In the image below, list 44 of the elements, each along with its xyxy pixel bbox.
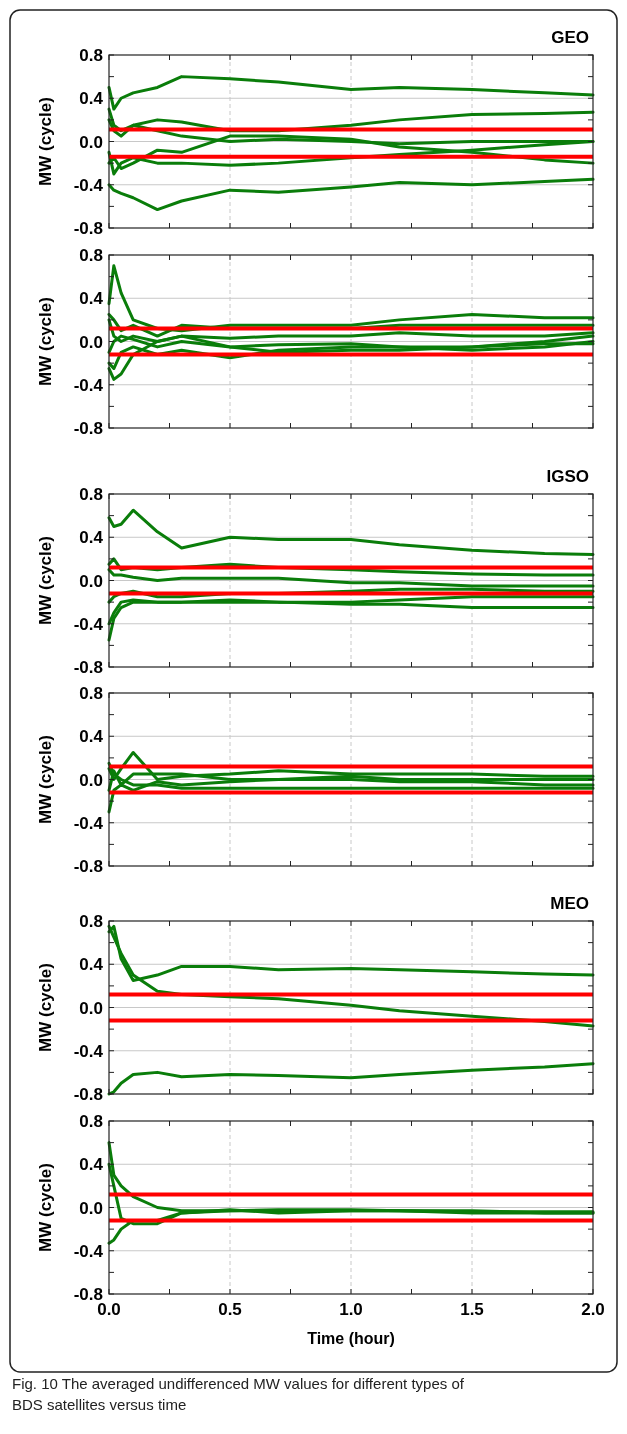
y-tick-label: 0.0: [79, 132, 103, 152]
y-tick-label: 0.0: [79, 998, 103, 1018]
caption: Fig. 10 The averaged undifferenced MW values for different types of BDS satellites versus time: [12, 1375, 465, 1413]
y-tick-label: 0.4: [79, 89, 104, 109]
y-axis-title: MW (cycle): [36, 735, 55, 824]
y-tick-label: 0.4: [79, 528, 104, 548]
y-axis-title: MW (cycle): [36, 1163, 55, 1252]
y-tick-label: 0.8: [79, 1112, 103, 1131]
y-axis-title: MW (cycle): [36, 536, 55, 625]
chart-title: MEO: [550, 894, 589, 913]
x-tick-label: 0.5: [218, 1300, 242, 1319]
y-tick-label: 0.8: [79, 46, 103, 65]
y-tick-label: -0.8: [73, 857, 103, 876]
y-tick-label: 0.4: [79, 289, 104, 309]
y-tick-label: -0.8: [73, 658, 103, 677]
y-tick-label: -0.8: [73, 1085, 103, 1104]
y-tick-label: -0.8: [73, 219, 103, 238]
y-tick-label: 0.4: [79, 955, 104, 975]
chart-title: IGSO: [546, 467, 589, 486]
y-tick-label: -0.4: [73, 175, 104, 195]
y-tick-label: -0.4: [73, 375, 104, 395]
y-tick-label: -0.4: [73, 813, 104, 833]
y-axis-title: MW (cycle): [36, 97, 55, 186]
y-tick-label: 0.0: [79, 770, 103, 790]
y-axis-title: MW (cycle): [36, 297, 55, 386]
y-tick-label: -0.4: [73, 1041, 104, 1061]
y-tick-label: 0.0: [79, 1198, 103, 1218]
y-tick-label: 0.4: [79, 727, 104, 747]
x-tick-label: 1.5: [460, 1300, 484, 1319]
y-tick-label: 0.8: [79, 485, 103, 504]
y-tick-label: -0.8: [73, 419, 103, 438]
x-tick-label: 1.0: [339, 1300, 363, 1319]
chart-title: GEO: [551, 28, 589, 47]
y-tick-label: 0.0: [79, 571, 103, 591]
x-axis-title: Time (hour): [307, 1330, 395, 1347]
x-tick-label: 2.0: [581, 1300, 605, 1319]
y-tick-label: -0.4: [73, 614, 104, 634]
y-tick-label: 0.8: [79, 912, 103, 931]
y-tick-label: 0.0: [79, 332, 103, 352]
y-tick-label: 0.4: [79, 1155, 104, 1175]
y-axis-title: MW (cycle): [36, 963, 55, 1052]
y-tick-label: -0.4: [73, 1241, 104, 1261]
y-tick-label: 0.8: [79, 684, 103, 703]
y-tick-label: 0.8: [79, 246, 103, 265]
